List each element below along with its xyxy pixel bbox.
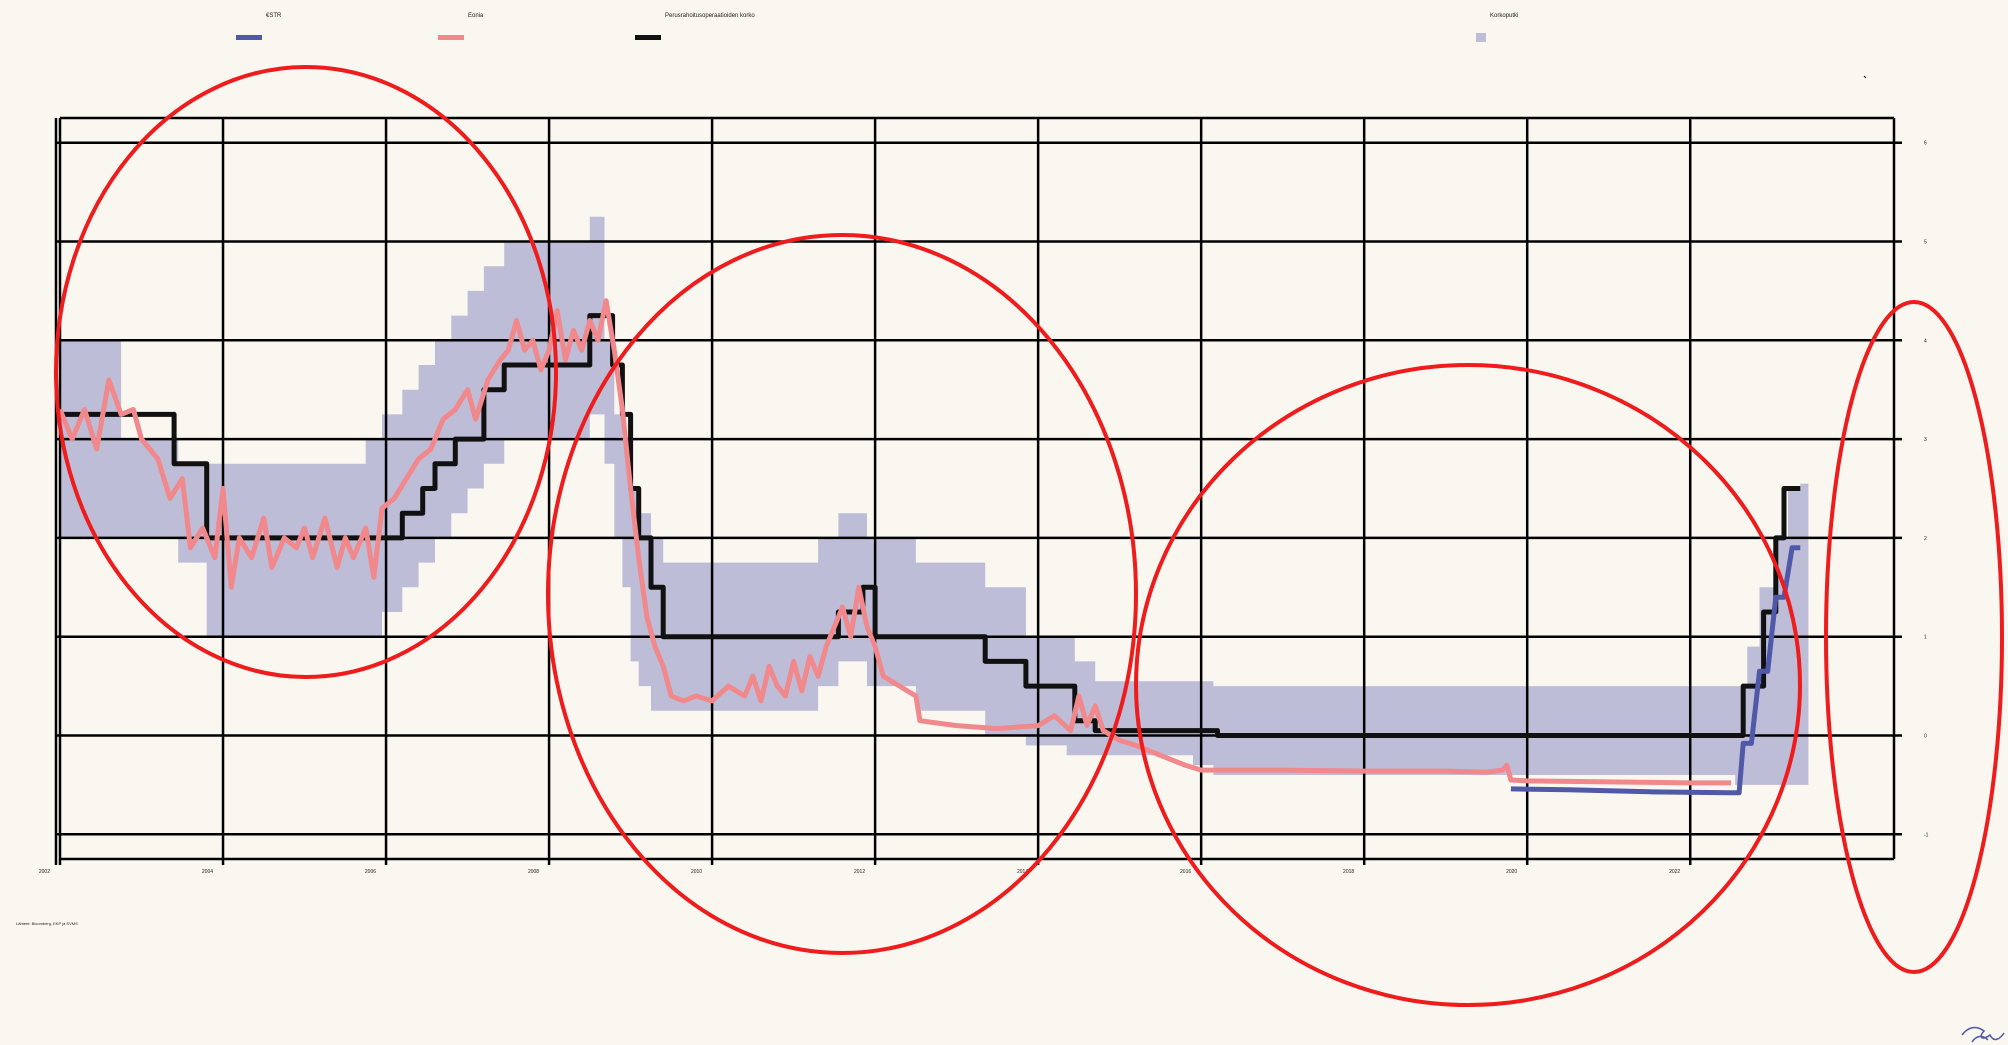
legend-label: €STR [266, 13, 282, 19]
legend-label: Perusrahoitusoperaatioiden korko [665, 13, 755, 19]
x-tick-label: 2008 [528, 869, 539, 875]
x-tick-label: 2010 [691, 869, 702, 875]
series-eonia [57, 298, 1731, 786]
legend-item: Korkoputki [1476, 13, 1518, 42]
x-tick-label: 2006 [365, 869, 376, 875]
y-tick-label: 1 [1924, 635, 1927, 641]
legend-swatch [1476, 33, 1486, 42]
series-perusrahoitusoperaatioiden-korko [60, 313, 1801, 738]
legend-swatch [635, 35, 661, 40]
y-tick-label: 4 [1924, 338, 1927, 344]
legend-item: €STR [236, 13, 282, 40]
annotations [54, 65, 2005, 1043]
legend-label: Eonia [468, 13, 484, 19]
x-tick-label: 2004 [202, 869, 213, 875]
y-tick-label: 6 [1924, 141, 1927, 147]
legend-swatch [236, 35, 262, 40]
band-layer [60, 216, 1809, 785]
annotation-circle [1824, 300, 2004, 974]
legend-item: Perusrahoitusoperaatioiden korko [635, 13, 755, 40]
x-tick-label: 2014 [1017, 869, 1028, 875]
x-tick-label: 2002 [39, 869, 50, 875]
x-tick-label: 2022 [1669, 869, 1680, 875]
series--str [1510, 545, 1801, 796]
x-tick-label: 2018 [1343, 869, 1354, 875]
tick-labels: 6 5 4 3 2 1 0 -1 2002 2004 2006 2008 2010 2012 2014 201… [39, 141, 1929, 875]
y-tick-label: 2 [1924, 536, 1927, 542]
legend-label: Korkoputki [1490, 13, 1518, 19]
band-korkoputki [60, 216, 1809, 785]
legend: €STR Eonia Perusrahoitusoperaatioiden kork… [236, 13, 1518, 42]
annotation-circle [54, 65, 558, 679]
scribble-mark [1961, 1026, 2005, 1043]
legend-item: Eonia [438, 13, 484, 40]
x-tick-label: 2020 [1506, 869, 1517, 875]
stray-mark [1863, 75, 1867, 79]
y-tick-label: 5 [1924, 240, 1927, 246]
annotation-circle [546, 233, 1138, 955]
y-tick-label: -1 [1924, 832, 1929, 838]
annotation-circle [1134, 363, 1802, 1007]
x-tick-label: 2012 [854, 869, 865, 875]
x-tick-label: 2016 [1180, 869, 1191, 875]
y-tick-label: 0 [1924, 734, 1927, 740]
legend-swatch [438, 35, 464, 40]
y-tick-label: 3 [1924, 437, 1927, 443]
series-layer [57, 298, 1801, 796]
source-note: Lähteet: Bloomberg, EKP ja SVMS [16, 921, 78, 926]
